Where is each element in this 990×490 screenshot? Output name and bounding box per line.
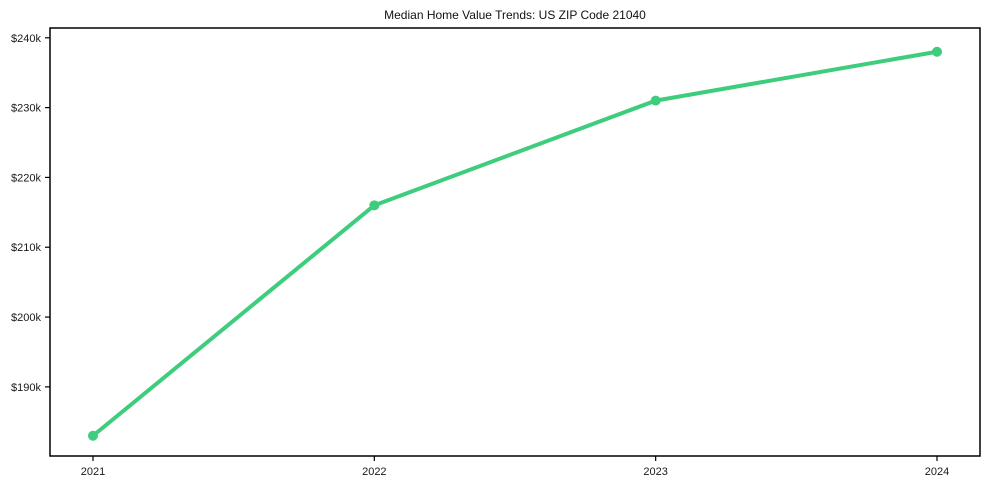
chart-title: Median Home Value Trends: US ZIP Code 21… bbox=[384, 8, 646, 22]
y-axis-tick-label: $210k bbox=[11, 242, 41, 254]
x-axis-tick-label: 2021 bbox=[81, 466, 105, 478]
data-point-marker-2024 bbox=[932, 46, 942, 57]
y-axis-tick-label: $190k bbox=[11, 382, 41, 394]
y-axis-tick-label: $230k bbox=[11, 103, 41, 115]
data-point-marker-2023 bbox=[650, 95, 661, 106]
plot-border bbox=[49, 27, 981, 457]
y-axis-tick-label: $240k bbox=[11, 33, 41, 45]
data-point-marker-2022 bbox=[369, 200, 380, 211]
series-line bbox=[91, 49, 939, 438]
y-axis-tick-label: $220k bbox=[11, 172, 41, 184]
y-axis-tick-label: $200k bbox=[11, 312, 41, 324]
data-point-marker-2021 bbox=[88, 430, 98, 441]
x-axis-tick-label: 2023 bbox=[643, 466, 667, 478]
x-axis-tick-label: 2022 bbox=[362, 466, 386, 478]
x-axis-tick-label: 2024 bbox=[925, 466, 949, 478]
